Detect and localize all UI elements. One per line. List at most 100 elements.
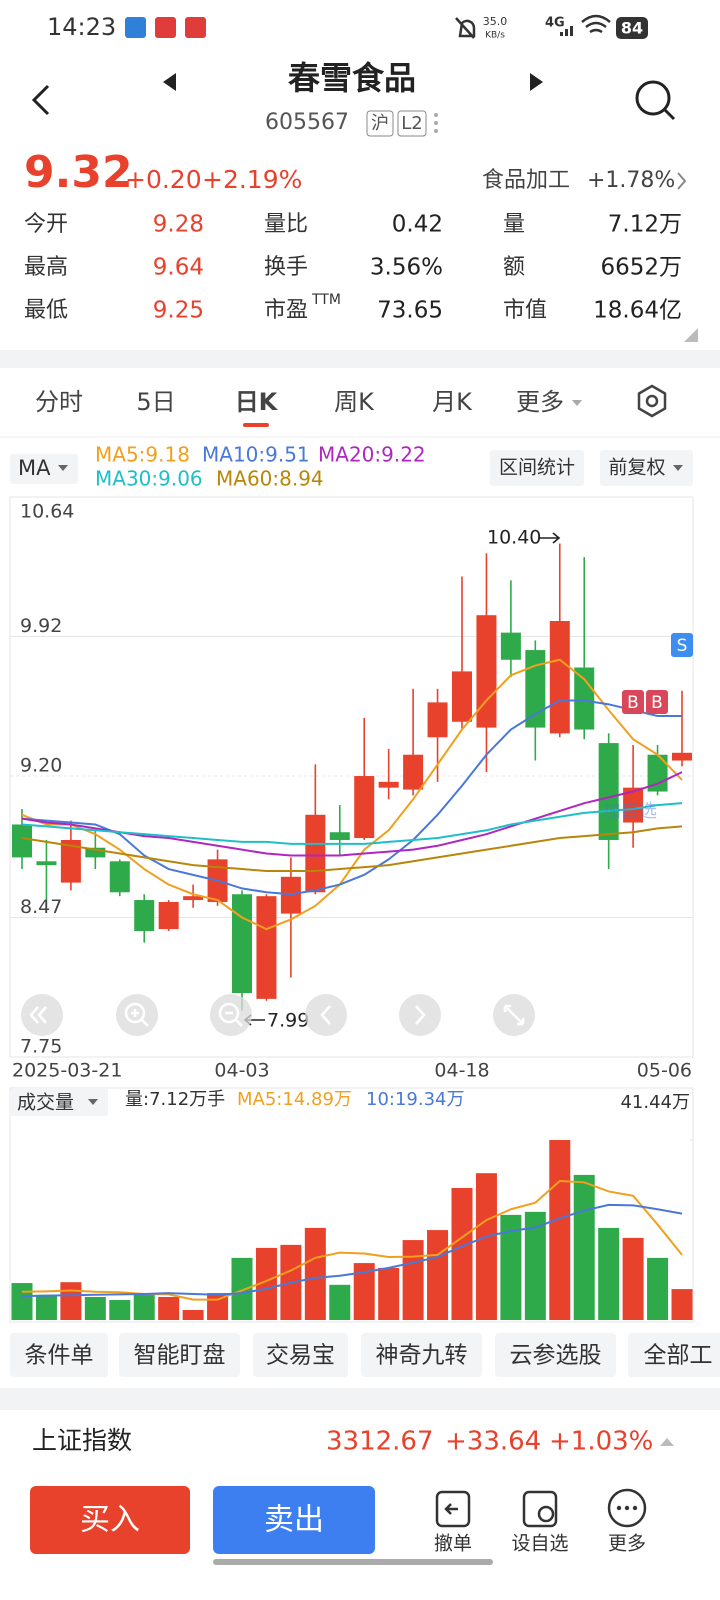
tab[interactable]: 日K <box>235 388 279 416</box>
tool-button[interactable] <box>361 1333 482 1377</box>
control-button[interactable] <box>305 994 347 1036</box>
more-icon[interactable] <box>607 1488 647 1528</box>
volume-bar <box>671 1289 693 1320</box>
stat-value: 73.65 <box>377 298 443 324</box>
volume-bar <box>647 1257 669 1320</box>
watermark: 加自选 <box>603 801 657 822</box>
settings-button[interactable] <box>637 384 667 418</box>
y-tick-label: 8.47 <box>20 896 62 918</box>
more-icon-dot <box>624 1505 630 1511</box>
candle-body <box>256 896 277 999</box>
candle-body <box>427 702 448 738</box>
tool-label: 条件单 <box>25 1343 94 1369</box>
expand-caret[interactable] <box>660 1438 674 1446</box>
cancel-icon[interactable] <box>435 1490 471 1528</box>
badge-text: L2 <box>401 113 422 134</box>
stat-value: 9.28 <box>153 212 204 238</box>
stat-label: 量 <box>503 212 525 237</box>
candle-body <box>672 752 692 761</box>
tool-button[interactable] <box>253 1333 348 1377</box>
separator <box>0 1388 720 1410</box>
more-dot <box>434 129 438 133</box>
expand-corner[interactable] <box>684 328 698 342</box>
volume-bar <box>549 1140 571 1320</box>
trade-marker[interactable] <box>622 690 644 714</box>
control-button[interactable] <box>399 994 441 1036</box>
ma-line <box>21 825 683 872</box>
tab[interactable]: 分时 <box>35 388 83 416</box>
candle-body <box>158 901 179 930</box>
indicator-name: MA <box>18 456 51 480</box>
status-time: 14:23 <box>47 13 116 41</box>
control-button[interactable] <box>21 994 63 1036</box>
candle-body <box>452 671 472 722</box>
stock-code: 605567 <box>265 110 349 135</box>
more-icon-dot <box>616 1505 622 1511</box>
volume-title: 成交量 <box>17 1092 74 1114</box>
adjust-button[interactable] <box>600 450 693 486</box>
tool-button[interactable] <box>628 1333 720 1377</box>
stat-sup: TTM <box>311 292 341 308</box>
candle-body <box>549 621 570 734</box>
tab[interactable]: 周K <box>334 388 375 416</box>
range-stats-button[interactable] <box>490 450 584 486</box>
network: 4G <box>545 16 565 31</box>
dropdown-caret <box>572 400 582 406</box>
battery-level: 84 <box>621 19 643 38</box>
volume-label: 量:7.12万手 <box>125 1089 225 1110</box>
candle-body <box>134 900 155 932</box>
volume-bar <box>402 1240 424 1320</box>
control-button[interactable] <box>210 994 252 1036</box>
x-tick-label: 05-06 <box>637 1060 692 1082</box>
ma-legend: MA10:9.51 <box>202 443 310 467</box>
buy-label: 买入 <box>80 1503 140 1538</box>
net-unit: KB/s <box>485 31 505 41</box>
volume-select[interactable] <box>10 1088 108 1116</box>
indicator-select[interactable] <box>10 454 78 484</box>
next-stock[interactable] <box>530 73 543 91</box>
tab[interactable]: 更多 <box>516 388 564 416</box>
ma-legend: MA60:8.94 <box>216 467 324 491</box>
volume-bar <box>475 1173 497 1320</box>
chart-controls <box>21 994 535 1036</box>
prev-stock[interactable] <box>163 73 176 91</box>
tab[interactable]: 月K <box>432 388 473 416</box>
trade-marker[interactable] <box>646 690 668 714</box>
stock-name: 春雪食品 <box>288 59 416 97</box>
candle-body <box>329 832 350 840</box>
ma-legend: MA20:9.22 <box>318 443 426 467</box>
action-label: 撤单 <box>434 1533 472 1555</box>
candle-body <box>500 632 521 660</box>
stat-label: 市值 <box>503 298 547 323</box>
watch-icon[interactable] <box>522 1490 558 1528</box>
sell-button[interactable] <box>213 1486 375 1554</box>
sector[interactable]: 食品加工 <box>482 168 570 193</box>
button-label: 区间统计 <box>499 457 575 479</box>
tool-button[interactable] <box>495 1333 616 1377</box>
stat-label: 最高 <box>24 255 68 280</box>
search-button[interactable] <box>635 80 671 116</box>
price: 9.32 <box>24 147 133 198</box>
volume-bar <box>231 1257 253 1320</box>
wifi-icon <box>581 14 611 34</box>
trade-marker[interactable] <box>671 633 693 657</box>
control-button[interactable] <box>116 994 158 1036</box>
stat-value: 9.64 <box>153 255 204 281</box>
back-button[interactable] <box>31 84 50 116</box>
volume-bar <box>158 1296 180 1320</box>
tab[interactable]: 5日 <box>136 388 175 416</box>
badge <box>397 110 427 137</box>
tool-label: 云参选股 <box>510 1343 602 1369</box>
action-label: 更多 <box>608 1533 646 1555</box>
trade-marker-label: B <box>651 693 663 713</box>
tool-button[interactable] <box>119 1333 240 1377</box>
control-icon <box>29 1006 47 1024</box>
control-icon <box>225 1011 243 1027</box>
tool-button[interactable] <box>10 1333 108 1377</box>
stat-label: 今开 <box>24 212 68 237</box>
buy-button[interactable] <box>30 1486 190 1554</box>
control-icon <box>320 1005 331 1025</box>
volume-bar <box>329 1284 351 1320</box>
tool-row: 条件单 智能盯盘 交易宝 神奇九转 云参选股 全部工 <box>10 1333 720 1377</box>
trade-marker-label: B <box>627 693 639 713</box>
